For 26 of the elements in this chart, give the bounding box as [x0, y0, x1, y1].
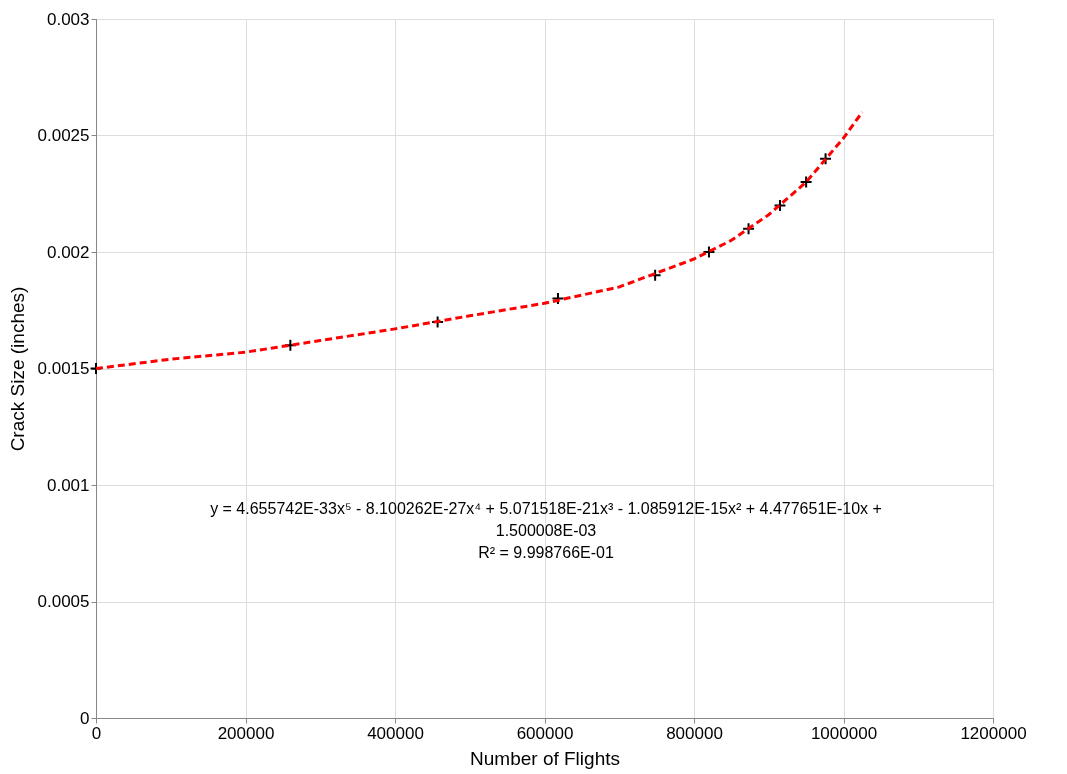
x-tick-label: 600000 [516, 723, 574, 743]
point [742, 222, 756, 236]
x-tick-label: 1200000 [960, 723, 1027, 743]
x-tick-label: 400000 [367, 723, 424, 743]
x-tick-label: 800000 [666, 723, 723, 743]
point [773, 198, 787, 212]
point [819, 152, 833, 166]
point [799, 175, 813, 189]
y-tick-label: 0.003 [46, 9, 90, 29]
x-tick-label: 200000 [217, 723, 275, 743]
y-axis-title: Crack Size (inches) [6, 286, 28, 452]
y-tick-label: 0 [80, 708, 90, 728]
x-axis-title: Number of Flights [470, 747, 620, 769]
y-tick-label: 0.002 [46, 242, 90, 262]
x-tick-label: 1000000 [810, 723, 878, 743]
y-tick-label: 0.0025 [37, 126, 90, 145]
point [551, 292, 565, 306]
y-tick-label: 0.0005 [37, 592, 90, 611]
point [702, 245, 716, 259]
annotation: R² = 9.998766E-01 [478, 544, 614, 561]
y-tick-label: 0.001 [46, 475, 90, 495]
point [89, 362, 103, 375]
y-tick-label: 0.0015 [37, 359, 90, 378]
annotation: y = 4.655742E-33x⁵ - 8.100262E-27x⁴ + 5.071518E-21x³ - 1.085912E-15x² + 4.477651E-10x + 1.500008E-03 [210, 500, 882, 539]
line-series [94, 110, 864, 370]
point [431, 315, 445, 329]
